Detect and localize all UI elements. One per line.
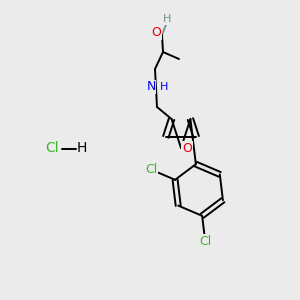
Text: Cl: Cl [199,235,212,248]
Text: H: H [77,141,87,155]
Text: N: N [146,80,156,94]
Text: H: H [160,82,168,92]
Text: O: O [151,26,161,40]
Text: O: O [182,142,192,154]
Text: Cl: Cl [145,163,157,176]
Text: H: H [163,14,171,24]
Text: Cl: Cl [45,141,59,155]
